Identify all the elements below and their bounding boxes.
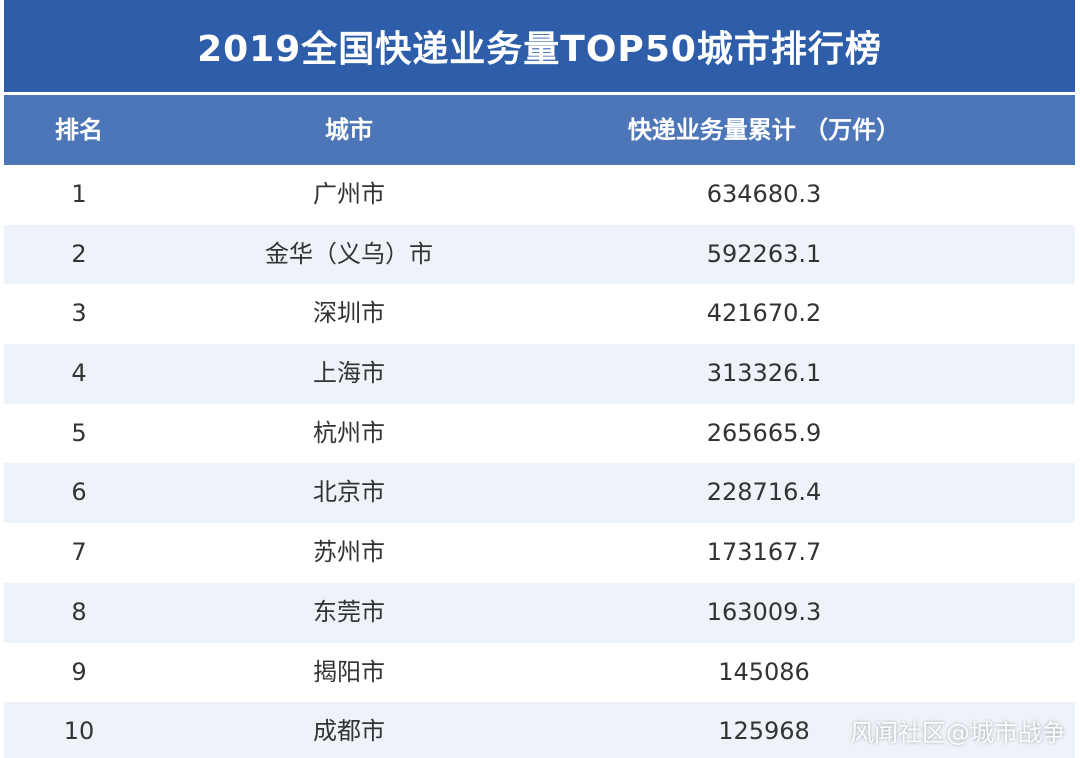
table-header: 排名 城市 快递业务量累计 （万件） [4,95,1075,165]
cell-city: 金华（义乌）市 [265,239,433,268]
cell-city: 杭州市 [313,418,385,447]
cell-rank: 4 [71,359,87,388]
cell-value: 592263.1 [706,239,822,268]
header-city: 城市 [325,116,373,144]
cell-rank: 5 [71,418,87,447]
cell-city: 上海市 [313,359,385,388]
cell-rank: 1 [71,180,87,208]
table-row: 3 深圳市 421670.2 [4,284,1075,345]
cell-value: 228716.4 [706,478,822,507]
table-row: 2 金华（义乌）市 592263.1 [4,224,1075,285]
table-row: 7 苏州市 173167.7 [4,523,1075,583]
table-row: 8 东莞市 163009.3 [4,582,1075,643]
cell-rank: 7 [71,538,87,567]
table-row: 9 揭阳市 145086 [4,642,1075,703]
cell-value: 265665.9 [706,418,822,447]
cell-city: 北京市 [313,478,385,507]
cell-rank: 3 [71,299,87,328]
cell-value: 634680.3 [706,180,822,208]
cell-rank: 8 [71,597,87,626]
cell-rank: 2 [71,239,87,268]
cell-value: 173167.7 [706,538,822,567]
cell-city: 东莞市 [313,597,385,626]
table-row: 5 杭州市 265665.9 [4,403,1075,464]
table-row: 10 成都市 125968 [4,702,1075,758]
header-rank: 排名 [55,116,103,144]
table-body: 1 广州市 634680.3 2 金华（义乌）市 592263.1 3 深圳市 421670.2… [4,165,1075,758]
cell-value: 145086 [718,657,810,686]
cell-city: 深圳市 [313,299,385,328]
cell-rank: 9 [71,657,87,686]
cell-value: 313326.1 [706,359,822,388]
table-row: 6 北京市 228716.4 [4,463,1075,524]
table-title: 2019全国快递业务量TOP50城市排行榜 [4,0,1075,92]
watermark-text: 风闻社区@城市战争 [850,719,1066,747]
cell-city: 广州市 [313,180,385,208]
table-row: 1 广州市 634680.3 [4,165,1075,225]
cell-rank: 6 [71,478,87,507]
cell-value: 163009.3 [706,597,822,626]
cell-city: 揭阳市 [313,657,385,686]
cell-rank: 10 [63,717,95,746]
cell-city: 苏州市 [313,538,385,567]
cell-value: 421670.2 [706,299,822,328]
table-row: 4 上海市 313326.1 [4,344,1075,404]
cell-value: 125968 [718,717,810,746]
header-value: 快递业务量累计 （万件） [627,116,901,144]
cell-city: 成都市 [313,717,385,746]
